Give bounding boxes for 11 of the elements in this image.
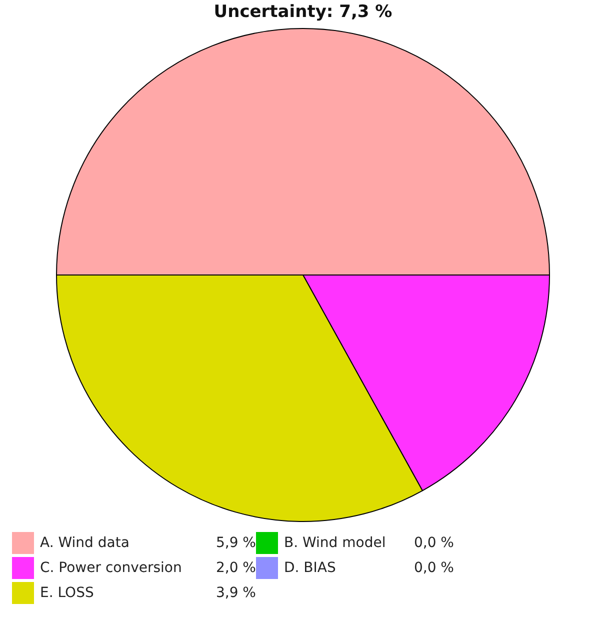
data-label: 3,9 % [214, 584, 256, 603]
text: 0,0 % [414, 560, 454, 576]
data-label: 2,0 % [214, 559, 256, 578]
legend-label: D. BIAS [283, 559, 337, 578]
legend-label: B. Wind model [283, 534, 387, 553]
text: 0,0 % [414, 535, 454, 551]
chart-title: Uncertainty: 7,3 % [212, 2, 394, 22]
legend-label: A. Wind data [39, 534, 130, 553]
legend-label: C. Power conversion [39, 559, 183, 578]
legend-label: E. LOSS [39, 584, 95, 603]
data-label: 5,9 % [214, 534, 256, 553]
